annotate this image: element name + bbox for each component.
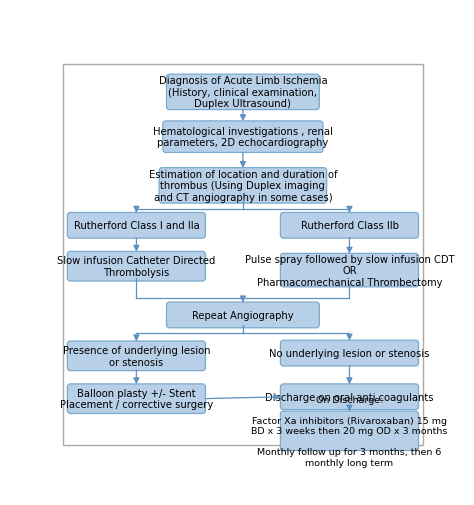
Text: Hematological investigations , renal
parameters, 2D echocardiography: Hematological investigations , renal par… [153, 127, 333, 148]
FancyBboxPatch shape [159, 168, 327, 204]
Text: Discharge on oral anti coagulants: Discharge on oral anti coagulants [265, 392, 434, 402]
FancyBboxPatch shape [166, 75, 319, 111]
FancyBboxPatch shape [281, 412, 419, 450]
FancyBboxPatch shape [163, 122, 323, 153]
FancyBboxPatch shape [67, 384, 205, 414]
FancyBboxPatch shape [67, 213, 205, 239]
Text: Estimation of location and duration of
thrombus (Using Duplex imaging
and CT ang: Estimation of location and duration of t… [149, 170, 337, 203]
Text: Repeat Angiography: Repeat Angiography [192, 310, 294, 320]
FancyBboxPatch shape [67, 252, 205, 281]
FancyBboxPatch shape [166, 302, 319, 328]
FancyBboxPatch shape [281, 384, 419, 410]
FancyBboxPatch shape [281, 213, 419, 239]
Text: Slow infusion Catheter Directed
Thrombolysis: Slow infusion Catheter Directed Thrombol… [57, 256, 216, 277]
FancyBboxPatch shape [281, 340, 419, 366]
Text: Rutherford Class I and IIa: Rutherford Class I and IIa [73, 221, 199, 231]
Text: On Discharge:

Factor Xa inhibitors (Rivaroxaban) 15 mg
BD x 3 weeks then 20 mg : On Discharge: Factor Xa inhibitors (Riva… [251, 395, 447, 467]
FancyBboxPatch shape [281, 254, 419, 287]
Text: Rutherford Class IIb: Rutherford Class IIb [301, 221, 398, 231]
Text: Presence of underlying lesion
or stenosis: Presence of underlying lesion or stenosi… [63, 345, 210, 367]
Text: Diagnosis of Acute Limb Ischemia
(History, clinical examination,
Duplex Ultrasou: Diagnosis of Acute Limb Ischemia (Histor… [159, 76, 327, 109]
Text: Balloon plasty +/- Stent
Placement / corrective surgery: Balloon plasty +/- Stent Placement / cor… [60, 388, 213, 410]
Text: No underlying lesion or stenosis: No underlying lesion or stenosis [269, 348, 429, 359]
Text: Pulse spray followed by slow infusion CDT
OR
Pharmacomechanical Thrombectomy: Pulse spray followed by slow infusion CD… [245, 254, 454, 287]
FancyBboxPatch shape [67, 341, 205, 371]
